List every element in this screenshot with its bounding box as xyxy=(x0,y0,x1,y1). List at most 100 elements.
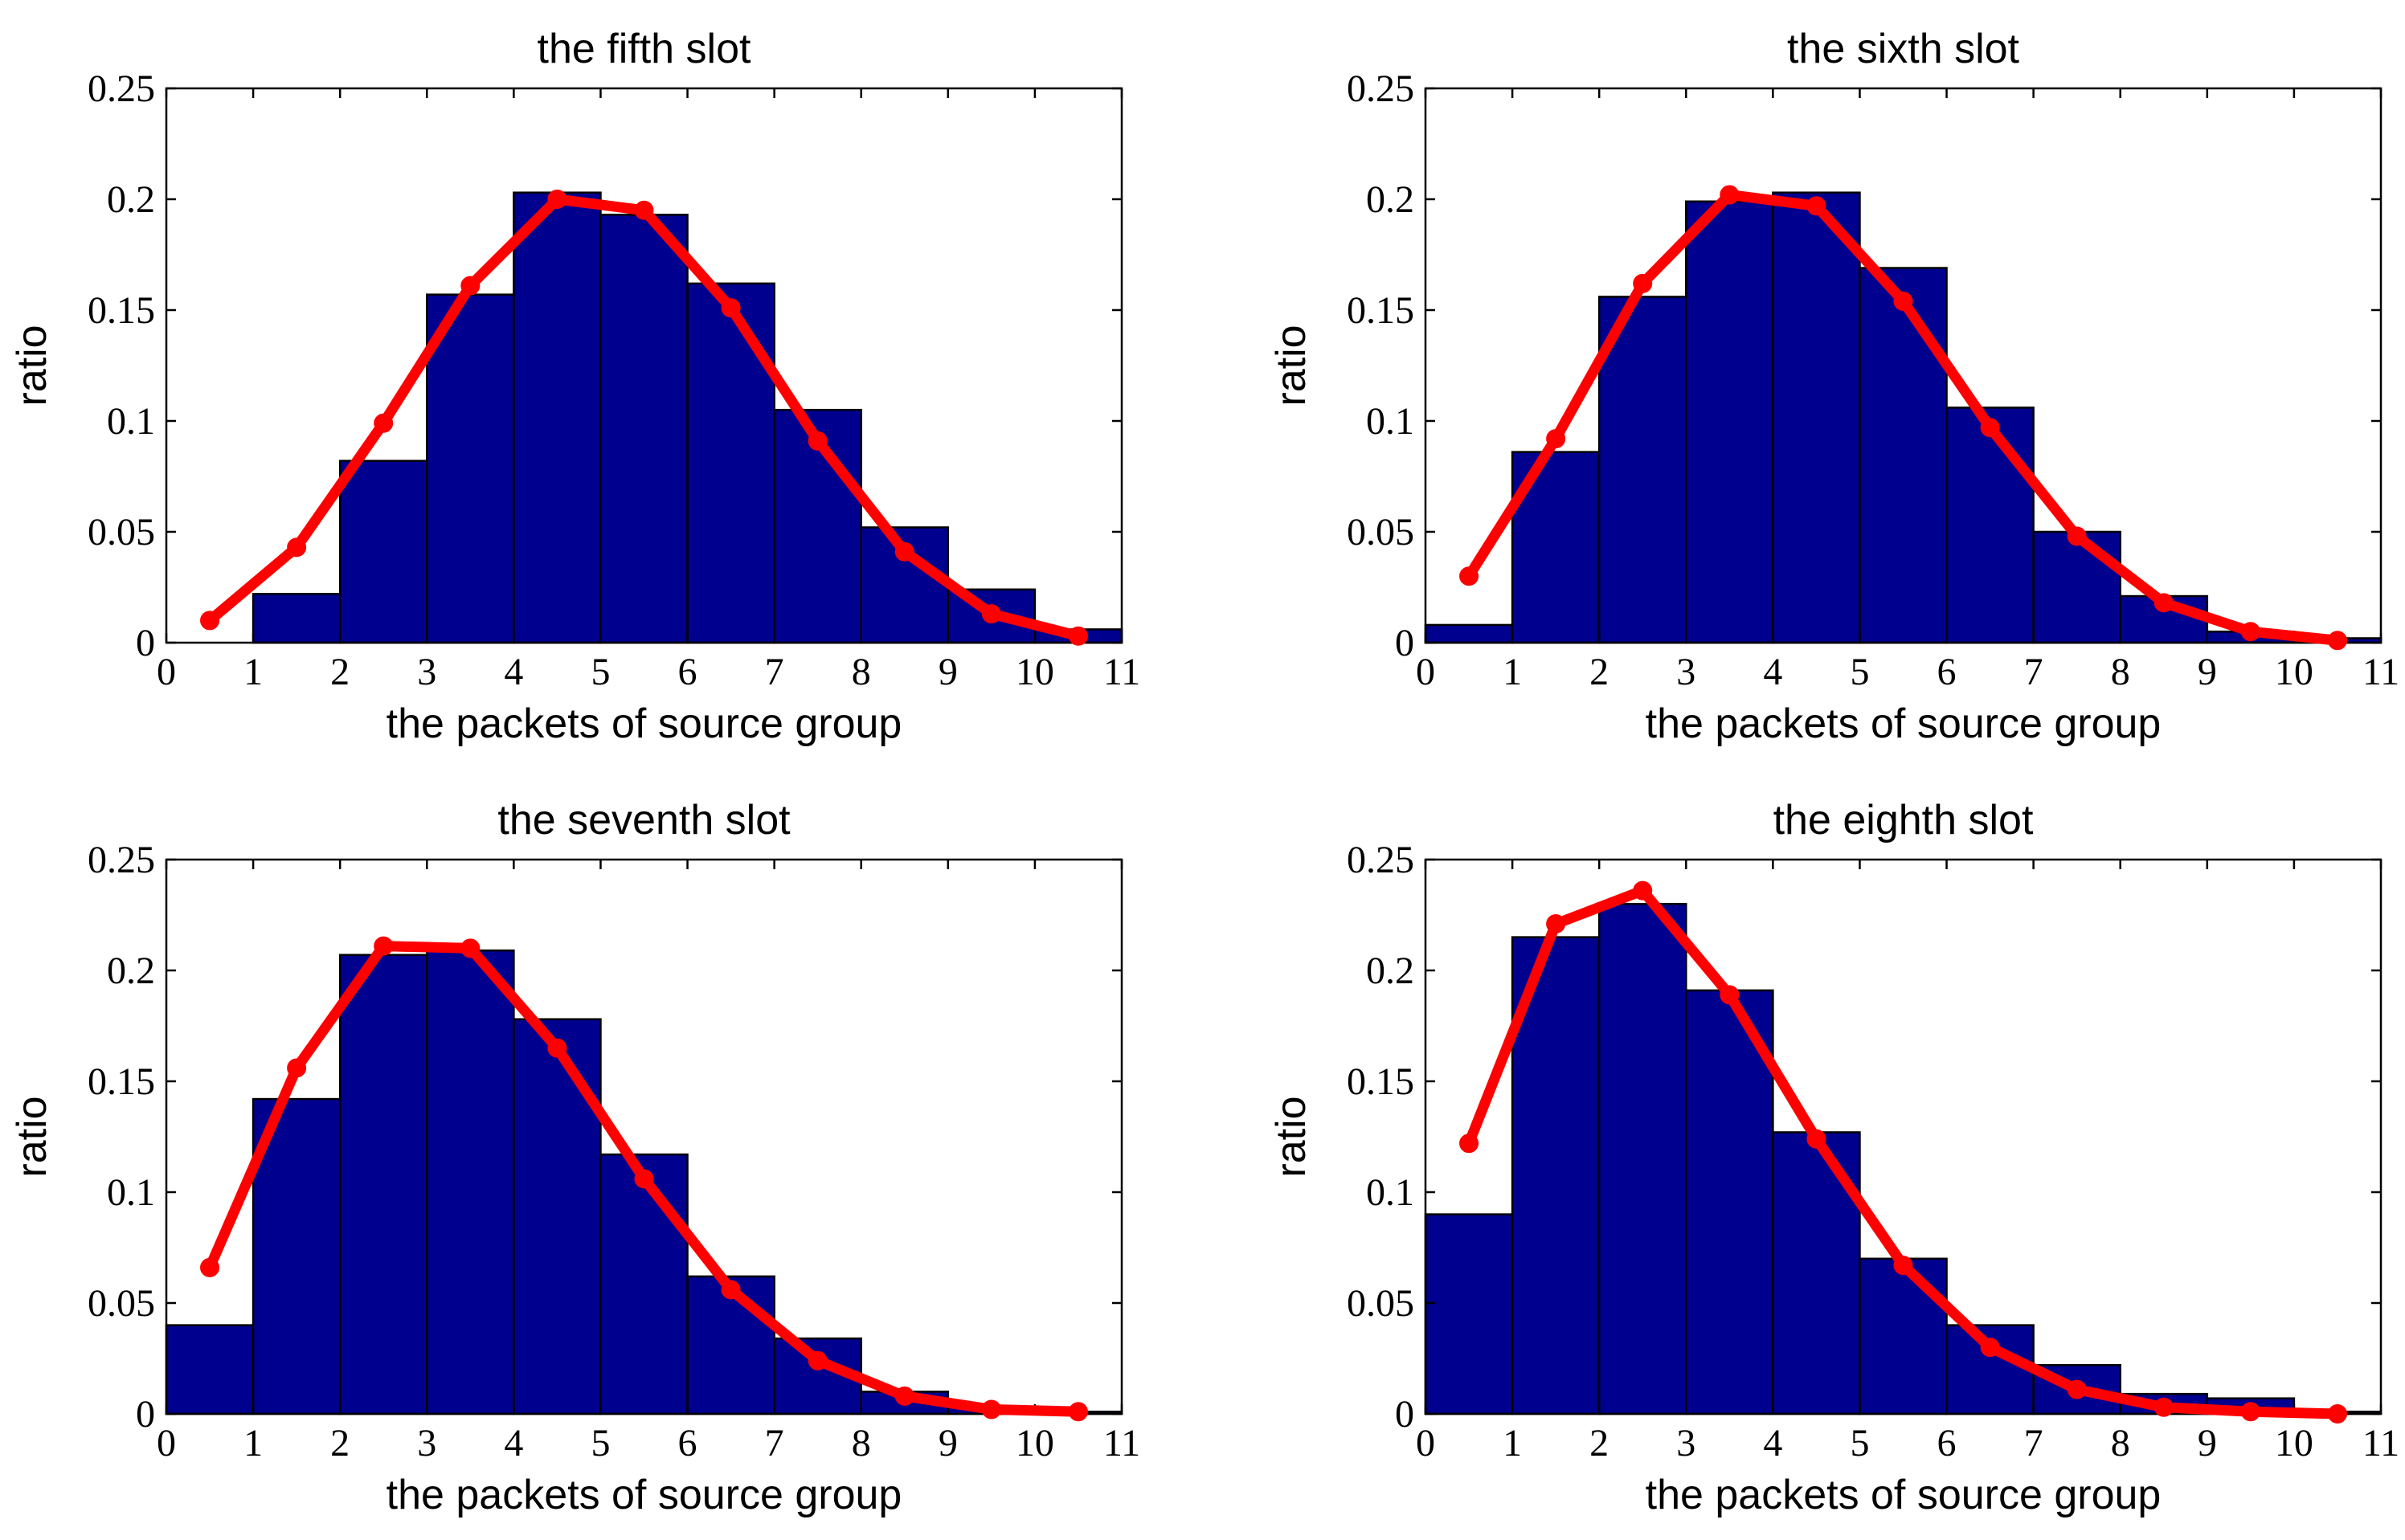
histogram-bar xyxy=(513,191,602,644)
plot-frame xyxy=(1424,858,2383,1415)
fit-point xyxy=(460,938,481,958)
fit-point xyxy=(1806,196,1826,216)
fit-point xyxy=(634,1169,654,1189)
y-tick-label: 0.05 xyxy=(88,1282,155,1325)
fit-point xyxy=(1806,1129,1826,1149)
histogram-bar xyxy=(599,214,689,644)
fit-point xyxy=(1980,1338,2000,1358)
x-tick-label: 2 xyxy=(1589,1422,1609,1464)
histogram-bar xyxy=(1859,267,1948,644)
histogram-bar xyxy=(1597,902,1687,1415)
histogram-bar xyxy=(165,1324,255,1415)
x-tick-label: 8 xyxy=(2111,1422,2130,1464)
fit-point xyxy=(287,1058,307,1078)
x-tick-label: 5 xyxy=(1850,651,1869,693)
x-tick-label: 4 xyxy=(504,1422,523,1464)
fit-point xyxy=(2327,1404,2347,1424)
fit-point xyxy=(2327,631,2347,651)
x-tick-label: 4 xyxy=(504,651,523,693)
x-tick-label: 2 xyxy=(330,651,350,693)
y-tick-label: 0.25 xyxy=(88,839,155,881)
x-tick-label: 3 xyxy=(1676,651,1695,693)
y-tick-label: 0.1 xyxy=(107,1171,155,1214)
x-axis-label: the packets of source group xyxy=(1646,701,2162,747)
fit-point xyxy=(1068,626,1088,646)
y-axis-label: ratio xyxy=(9,1096,55,1177)
y-tick-label: 0.25 xyxy=(1347,67,1414,110)
x-tick-label: 8 xyxy=(852,651,871,693)
fit-point xyxy=(1893,291,1913,311)
fit-point xyxy=(374,413,394,433)
x-tick-label: 11 xyxy=(1103,1422,1140,1464)
fit-point xyxy=(1459,566,1479,586)
x-axis-label: the packets of source group xyxy=(1646,1472,2162,1518)
fit-point xyxy=(1633,273,1653,293)
fit-point xyxy=(547,190,567,209)
y-tick-label: 0.05 xyxy=(88,511,155,554)
histogram-bar xyxy=(599,1153,689,1415)
histogram-bar xyxy=(1424,1213,1514,1415)
histogram-bar xyxy=(686,282,775,644)
y-tick-label: 0.1 xyxy=(1366,400,1414,443)
histogram-bar xyxy=(1945,406,2035,644)
fit-point xyxy=(894,541,914,562)
x-tick-label: 10 xyxy=(2275,651,2313,693)
histogram-bar xyxy=(338,954,428,1415)
histogram-bar xyxy=(2032,530,2121,644)
x-tick-label: 1 xyxy=(243,651,263,693)
fit-point xyxy=(808,431,828,451)
x-tick-label: 11 xyxy=(2362,1422,2399,1464)
plot-title: the fifth slot xyxy=(538,26,751,72)
histogram-bar xyxy=(426,293,515,644)
histogram-bar xyxy=(426,949,515,1415)
y-tick-label: 0.15 xyxy=(1347,289,1414,332)
fit-point xyxy=(2067,1379,2087,1399)
y-axis-label: ratio xyxy=(9,325,55,406)
fit-point xyxy=(1633,880,1653,901)
fit-point xyxy=(547,1038,567,1058)
y-tick-label: 0.15 xyxy=(1347,1060,1414,1103)
x-tick-label: 4 xyxy=(1763,1422,1782,1464)
x-tick-label: 3 xyxy=(417,1422,436,1464)
x-tick-label: 9 xyxy=(939,651,958,693)
y-tick-label: 0.1 xyxy=(1366,1171,1414,1214)
fit-point xyxy=(2067,526,2087,546)
x-tick-label: 3 xyxy=(1676,1422,1695,1464)
fit-point xyxy=(981,604,1001,624)
fit-point xyxy=(894,1386,914,1406)
plot-frame xyxy=(1424,87,2383,644)
x-tick-label: 4 xyxy=(1763,651,1782,693)
fit-point xyxy=(374,936,394,956)
x-tick-label: 9 xyxy=(939,1422,958,1464)
x-tick-label: 10 xyxy=(2275,1422,2313,1464)
y-tick-label: 0.05 xyxy=(1347,511,1414,554)
x-tick-label: 6 xyxy=(678,1422,697,1464)
y-tick-label: 0.2 xyxy=(107,178,155,221)
x-tick-label: 5 xyxy=(1850,1422,1869,1464)
plot-title: the sixth slot xyxy=(1787,26,2020,72)
x-tick-label: 10 xyxy=(1016,1422,1054,1464)
x-tick-label: 11 xyxy=(1103,651,1140,693)
y-tick-label: 0.25 xyxy=(88,67,155,110)
fit-point xyxy=(1068,1402,1088,1422)
histogram-bar xyxy=(1685,989,1774,1415)
y-tick-label: 0.2 xyxy=(1366,950,1414,992)
x-tick-label: 1 xyxy=(243,1422,263,1464)
fit-point xyxy=(2153,1397,2174,1417)
fit-point xyxy=(200,611,220,631)
histogram-bar xyxy=(1597,296,1687,644)
y-tick-label: 0 xyxy=(1395,1393,1414,1436)
x-tick-label: 6 xyxy=(678,651,697,693)
fit-point xyxy=(721,1280,741,1300)
fit-point xyxy=(1459,1134,1479,1154)
x-tick-label: 2 xyxy=(1589,651,1609,693)
x-tick-label: 7 xyxy=(2024,1422,2043,1464)
fit-point xyxy=(808,1350,828,1370)
histogram-bar xyxy=(1859,1257,1948,1415)
fit-point xyxy=(200,1257,220,1277)
fit-point xyxy=(981,1399,1001,1419)
x-tick-label: 7 xyxy=(2024,651,2043,693)
fit-point xyxy=(1720,985,1740,1005)
x-tick-label: 0 xyxy=(1416,651,1435,693)
